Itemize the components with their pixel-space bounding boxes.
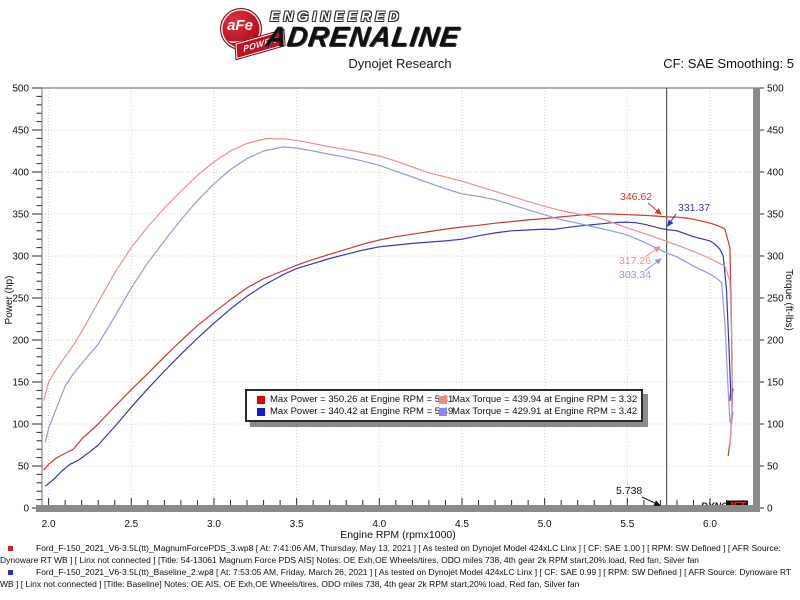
brand-engineered-text: ENGINEERED <box>270 8 403 24</box>
legend-label: Max Power = 350.26 at Engine RPM = 5.31 <box>270 394 454 405</box>
legend-box: Max Power = 350.26 at Engine RPM = 5.31 M… <box>245 389 643 422</box>
y-tick-label-left: 300 <box>12 252 29 263</box>
legend-swatch-afe-torque-icon <box>439 395 447 404</box>
annotation-arrowhead-icon <box>654 258 662 265</box>
y-tick-label-right: 300 <box>767 252 784 263</box>
y-tick-label-right: 250 <box>767 294 784 305</box>
run-bullet-red-icon <box>8 546 13 551</box>
legend-label: Max Power = 340.42 at Engine RPM = 5.49 <box>270 406 454 417</box>
y-tick-label-right: 0 <box>767 504 773 515</box>
smoothing-setting-label: CF: SAE Smoothing: 5 <box>663 56 794 71</box>
y-tick-label-left: 200 <box>12 336 29 347</box>
afe-brand-logo: aFe POWER ENGINEERED ADRENALINE <box>220 6 580 60</box>
annotation-arrow-line <box>644 261 658 272</box>
y-tick-label-left: 100 <box>12 420 29 431</box>
power-axis-title: Power (hp) <box>4 276 15 325</box>
legend-item-afe-torque: Max Torque = 439.94 at Engine RPM = 3.32 <box>439 394 637 405</box>
run-entry-text: Ford_F-150_2021_V6-3.5L(tt)_MagnumForceP… <box>0 543 781 565</box>
dynojet-research-title: Dynojet Research <box>348 56 452 71</box>
annotation-arrowhead-icon <box>653 246 661 253</box>
y-tick-label-left: 400 <box>12 168 29 179</box>
x-tick-label: 4.0 <box>372 519 386 530</box>
run-entry-baseline: Ford_F-150_2021_V6-3.5L(tt)_Baseline_2.w… <box>0 567 798 590</box>
run-entry-text: Ford_F-150_2021_V6-3.5L(tt)_Baseline_2.w… <box>0 567 791 589</box>
annotation-label: 303.34 <box>619 269 651 281</box>
x-tick-label: 2.0 <box>42 519 56 530</box>
right-axis-bar <box>753 88 760 512</box>
y-tick-label-left: 500 <box>12 84 29 95</box>
x-tick-label: 5.5 <box>620 519 634 530</box>
legend-item-baseline-power: Max Power = 340.42 at Engine RPM = 5.49 <box>257 406 453 417</box>
annotation-label: 331.37 <box>678 202 710 214</box>
annotation-arrowhead-icon <box>654 208 662 215</box>
y-tick-label-left: 50 <box>18 462 30 473</box>
x-tick-label: 4.5 <box>455 519 469 530</box>
annotation-label: 5.738 <box>616 485 642 497</box>
curve-afe-torque <box>43 137 733 448</box>
y-tick-label-left: 350 <box>12 210 29 221</box>
run-bullet-blue-icon <box>8 570 13 575</box>
y-tick-label-left: 250 <box>12 294 29 305</box>
x-tick-label: 3.5 <box>290 519 304 530</box>
y-tick-label-right: 200 <box>767 336 784 347</box>
y-tick-label-left: 150 <box>12 378 29 389</box>
curve-afe-power <box>43 213 733 471</box>
x-tick-label: 2.5 <box>124 519 138 530</box>
curve-baseline-torque <box>44 146 734 443</box>
annotation-arrow-line <box>644 248 657 258</box>
curve-baseline-power <box>44 221 734 487</box>
x-tick-label: 5.0 <box>538 519 552 530</box>
annotation-arrowhead-icon <box>653 500 661 506</box>
y-tick-label-left: 450 <box>12 126 29 137</box>
rpm-axis-title: Engine RPM (rpmx1000) <box>340 529 456 541</box>
legend-swatch-baseline-power-icon <box>257 407 265 416</box>
annotation-label: 346.62 <box>620 191 652 203</box>
y-tick-label-left: 0 <box>23 504 29 515</box>
x-tick-label: 6.0 <box>703 519 717 530</box>
y-tick-label-right: 150 <box>767 378 784 389</box>
annotation-arrowhead-icon <box>667 219 674 227</box>
legend-item-baseline-torque: Max Torque = 429.91 at Engine RPM = 3.42 <box>439 406 637 417</box>
y-tick-label-right: 100 <box>767 420 784 431</box>
run-info-footer: Ford_F-150_2021_V6-3.5L(tt)_MagnumForceP… <box>0 543 798 591</box>
legend-item-afe-power: Max Power = 350.26 at Engine RPM = 5.31 <box>257 394 453 405</box>
annotation-arrow-line <box>641 496 656 504</box>
annotation-arrow-line <box>647 202 658 212</box>
y-tick-label-right: 450 <box>767 126 784 137</box>
annotation-arrow-line <box>670 213 677 223</box>
legend-swatch-baseline-torque-icon <box>439 407 447 416</box>
afe-badge: aFe POWER <box>220 8 285 60</box>
legend-label: Max Torque = 429.91 at Engine RPM = 3.42 <box>452 406 638 417</box>
y-tick-label-right: 400 <box>767 168 784 179</box>
x-tick-label: 3.0 <box>207 519 221 530</box>
run-entry-magnumforce: Ford_F-150_2021_V6-3.5L(tt)_MagnumForceP… <box>0 543 798 566</box>
x-axis-bar <box>36 505 760 512</box>
annotation-label: 317.26 <box>619 255 651 267</box>
y-tick-label-right: 50 <box>767 462 779 473</box>
afe-badge-text: aFe <box>227 17 253 34</box>
y-tick-label-right: 350 <box>767 210 784 221</box>
legend-swatch-afe-power-icon <box>257 395 265 404</box>
torque-axis-title: Torque (ft-lbs) <box>783 269 794 331</box>
dyno-graph: 0 0 50 50 100 100 150 150 200 200 250 250 300 300 350 3… <box>4 84 794 542</box>
y-tick-label-right: 500 <box>767 84 784 95</box>
legend-label: Max Torque = 439.94 at Engine RPM = 3.32 <box>452 394 638 405</box>
header: aFe POWER ENGINEERED ADRENALINE Dynojet … <box>0 0 800 78</box>
